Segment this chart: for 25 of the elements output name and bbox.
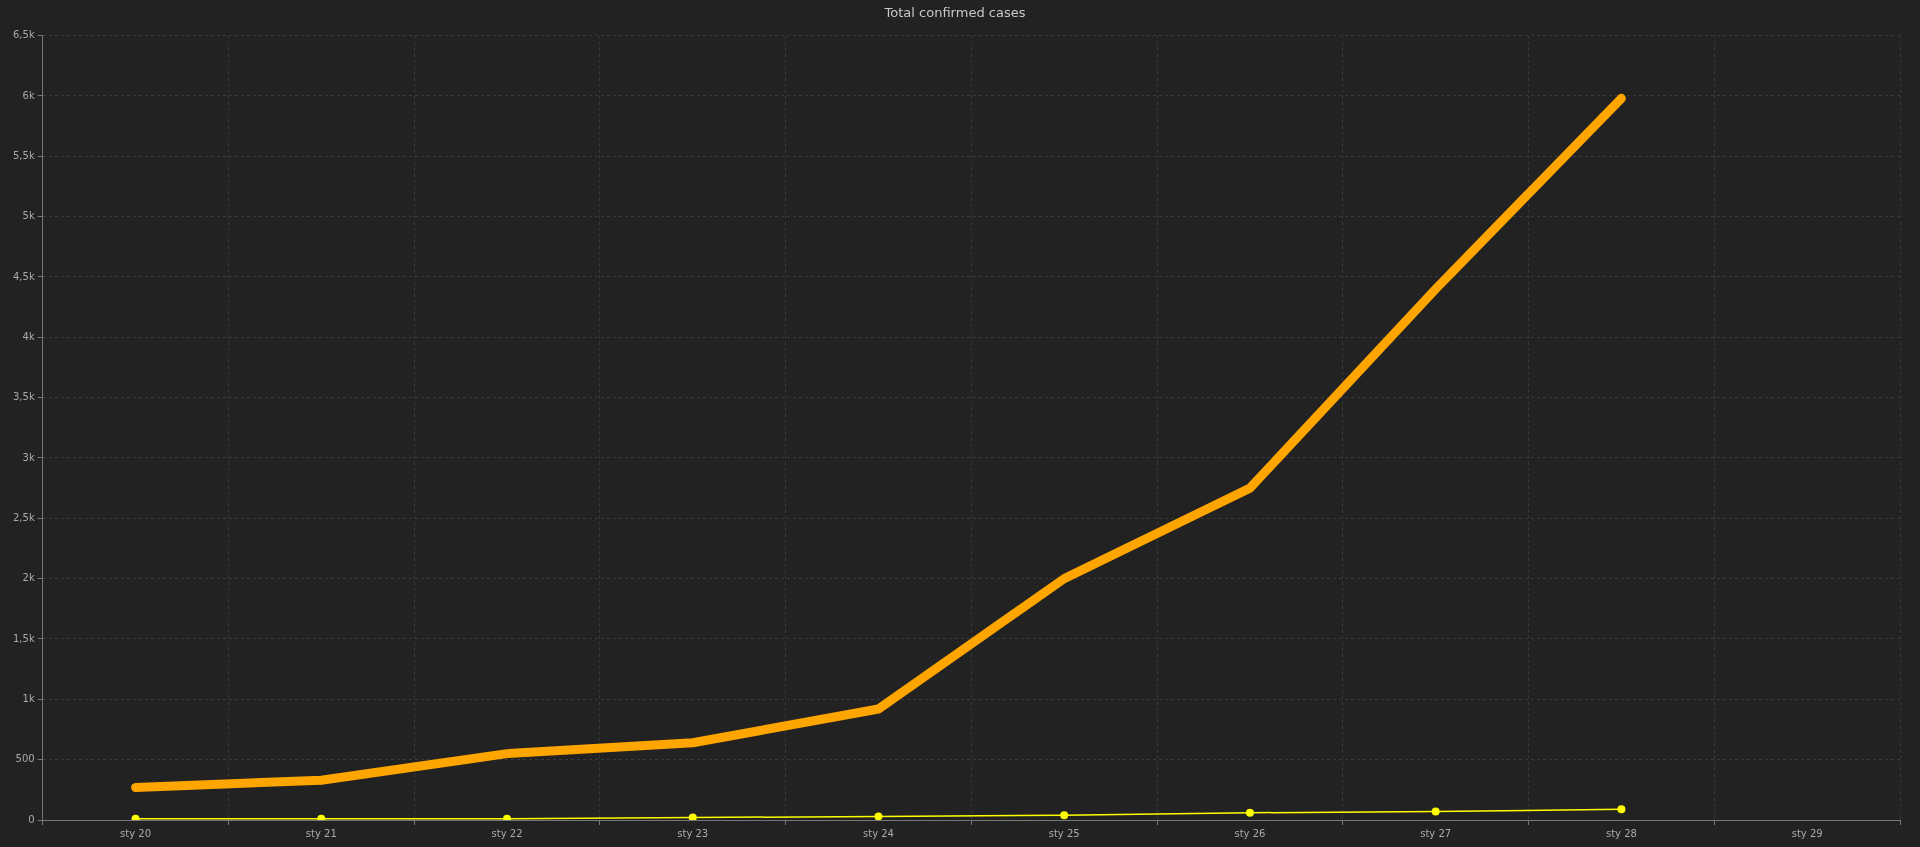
chart-title: Total confirmed cases [883, 5, 1026, 21]
y-tick-label: 2,5k [12, 511, 35, 523]
x-tick-label: sty 23 [677, 827, 709, 839]
x-tick-label: sty 24 [863, 827, 894, 839]
y-tick-label: 0 [28, 813, 35, 825]
x-tick-label: sty 27 [1420, 827, 1452, 839]
x-tick-label: sty 21 [305, 827, 337, 839]
y-tick-label: 3k [22, 451, 35, 463]
x-tick-label: sty 26 [1234, 827, 1266, 839]
y-tick-label: 1k [22, 692, 35, 704]
y-tick-label: 6k [22, 89, 35, 101]
y-tick-label: 1,5k [12, 632, 35, 644]
y-tick-label: 4k [22, 330, 35, 342]
x-tick-label: sty 29 [1791, 827, 1823, 839]
x-tick-label: sty 20 [120, 827, 152, 839]
y-tick-label: 5k [22, 210, 35, 222]
x-tick-label: sty 28 [1605, 827, 1637, 839]
x-tick-label: sty 25 [1048, 827, 1080, 839]
y-tick-label: 5,5k [12, 149, 35, 161]
y-tick-label: 2k [22, 572, 35, 584]
x-tick-label: sty 22 [491, 827, 523, 839]
y-tick-label: 3,5k [12, 391, 35, 403]
y-tick-label: 4,5k [12, 270, 35, 282]
y-tick-label: 500 [15, 753, 35, 765]
y-tick-label: 6,5k [12, 29, 35, 41]
